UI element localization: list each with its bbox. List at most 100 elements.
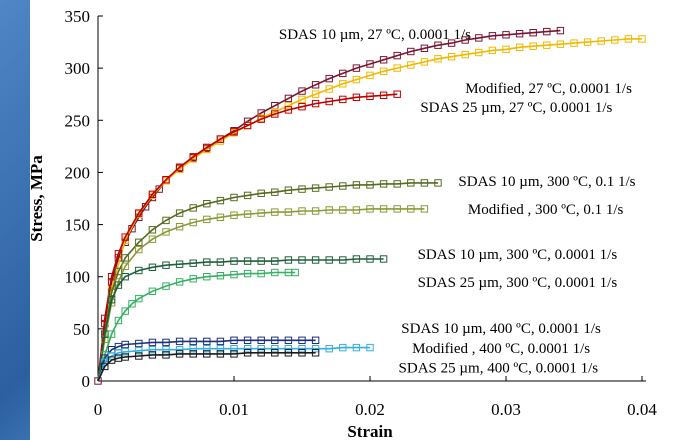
series-5-point — [298, 256, 306, 264]
series-1-point — [570, 39, 578, 47]
series-4-point — [148, 235, 157, 243]
series-3-point — [189, 204, 197, 212]
series-7-point — [121, 340, 129, 349]
series-5-point — [379, 255, 388, 263]
series-3-point — [311, 184, 320, 192]
series-8-point — [230, 345, 238, 353]
series-2-point — [189, 153, 197, 161]
series-1-point — [339, 80, 347, 88]
series-3-point — [339, 182, 347, 190]
series-line-3 — [97, 182, 438, 382]
series-1-point — [366, 71, 374, 80]
series-1-point — [379, 67, 388, 75]
series-2-point — [298, 103, 306, 111]
series-2-point — [162, 176, 170, 184]
series-7-point — [230, 336, 238, 345]
series-2-point — [121, 233, 129, 241]
series-3-point — [366, 181, 374, 189]
series-6-point — [271, 268, 279, 277]
series-7-point — [243, 336, 252, 345]
series-9-point — [135, 352, 143, 360]
series-annotation: Modified , 400 ºC, 0.0001 1/s — [412, 341, 590, 357]
series-8-point — [203, 345, 211, 353]
y-tick-label: 50 — [73, 320, 90, 339]
series-0-point — [556, 26, 565, 35]
series-1-point — [352, 75, 361, 84]
series-1-point — [420, 58, 429, 66]
series-0-point — [298, 87, 306, 95]
series-8-point — [271, 345, 279, 353]
series-3-point — [114, 267, 123, 276]
series-2-point — [271, 110, 279, 118]
series-0-point — [502, 31, 510, 39]
series-7-point — [284, 336, 293, 345]
series-1-point — [393, 64, 401, 72]
series-7-point — [148, 338, 157, 347]
series-4-point — [379, 205, 388, 213]
series-annotation: Modified , 300 ºC, 0.1 1/s — [468, 202, 624, 218]
series-3-point — [243, 191, 252, 200]
series-4-point — [189, 218, 197, 227]
series-4-point — [407, 205, 415, 213]
series-8-point — [121, 348, 129, 356]
series-0-point — [243, 117, 252, 125]
series-2-point — [379, 91, 388, 99]
series-0-point — [475, 34, 483, 42]
series-6-point — [175, 278, 184, 286]
series-9-point — [148, 351, 157, 359]
series-2-point — [114, 250, 123, 258]
y-tick-label: 100 — [65, 268, 91, 287]
series-9-point — [311, 349, 320, 357]
series-3-point — [175, 209, 184, 217]
series-line-8 — [97, 346, 370, 382]
series-3-point — [271, 188, 279, 196]
series-9-point — [175, 350, 184, 358]
series-5-point — [216, 258, 225, 266]
series-0-point — [488, 32, 497, 40]
series-4-point — [135, 245, 143, 254]
series-5-point — [366, 255, 374, 263]
series-4-point — [298, 207, 306, 215]
series-4-point — [311, 207, 320, 215]
series-1-point — [475, 48, 483, 57]
series-1-point — [624, 35, 633, 43]
series-1-point — [556, 40, 565, 48]
series-8-point — [243, 345, 252, 353]
series-3-point — [298, 185, 306, 193]
series-6-point — [121, 307, 129, 315]
series-4-point — [325, 206, 333, 214]
series-0-point — [366, 60, 374, 68]
y-tick-label: 0 — [82, 372, 91, 391]
series-5-point — [203, 258, 211, 266]
series-6-point — [135, 294, 143, 303]
series-3-point — [325, 183, 333, 191]
series-4-point — [393, 205, 401, 213]
series-0-point — [379, 56, 388, 64]
series-5-point — [148, 263, 157, 272]
series-4-point — [339, 206, 347, 214]
series-7-point — [311, 336, 320, 345]
series-5-point — [175, 260, 184, 268]
series-annotation: SDAS 10 µm, 27 ºC, 0.0001 1/s — [279, 27, 471, 43]
series-8-point — [366, 343, 374, 352]
series-8-point — [162, 346, 170, 354]
series-5-point — [243, 257, 252, 265]
series-1-point — [543, 41, 551, 49]
series-5-point — [230, 257, 238, 265]
series-2-point — [393, 90, 401, 98]
series-annotation: SDAS 10 µm, 300 ºC, 0.0001 1/s — [418, 247, 618, 263]
series-0-point — [434, 41, 442, 49]
series-8-point — [352, 343, 361, 352]
series-2-point — [243, 121, 252, 130]
series-1-point — [298, 95, 306, 104]
series-5-point — [114, 281, 123, 289]
series-9-point — [284, 349, 293, 357]
series-4-point — [121, 262, 129, 271]
series-5-point — [352, 255, 361, 263]
series-0-point — [461, 36, 469, 44]
series-8-point — [135, 347, 143, 355]
series-5-point — [107, 296, 116, 304]
series-8-point — [216, 345, 225, 353]
series-2-point — [339, 95, 347, 104]
series-8-point — [339, 343, 347, 352]
